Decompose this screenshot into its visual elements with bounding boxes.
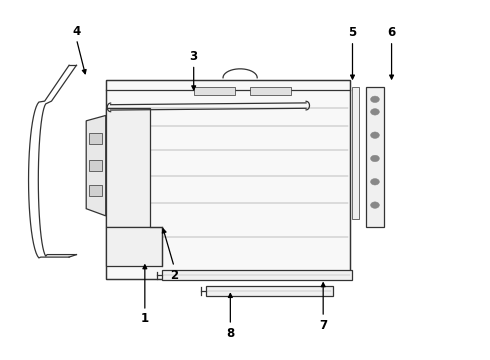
Text: 3: 3 [190, 50, 198, 63]
Circle shape [370, 109, 379, 115]
Polygon shape [162, 270, 352, 280]
Text: 1: 1 [141, 311, 149, 325]
Text: 6: 6 [388, 27, 396, 40]
Circle shape [370, 132, 379, 138]
Polygon shape [352, 87, 359, 220]
Circle shape [370, 179, 379, 185]
Text: 5: 5 [348, 27, 357, 40]
Text: 2: 2 [170, 269, 178, 282]
Polygon shape [86, 116, 106, 216]
Polygon shape [106, 226, 162, 266]
Circle shape [370, 155, 379, 162]
Polygon shape [206, 286, 333, 296]
Polygon shape [106, 108, 150, 226]
Polygon shape [250, 87, 292, 95]
Text: 7: 7 [319, 319, 327, 332]
Polygon shape [89, 159, 102, 171]
Circle shape [370, 96, 379, 103]
Circle shape [370, 202, 379, 208]
Text: 8: 8 [226, 327, 235, 340]
Polygon shape [194, 87, 235, 95]
Polygon shape [366, 87, 384, 226]
Polygon shape [106, 80, 350, 279]
Polygon shape [89, 133, 102, 144]
Text: 4: 4 [73, 25, 80, 38]
Polygon shape [89, 185, 102, 196]
